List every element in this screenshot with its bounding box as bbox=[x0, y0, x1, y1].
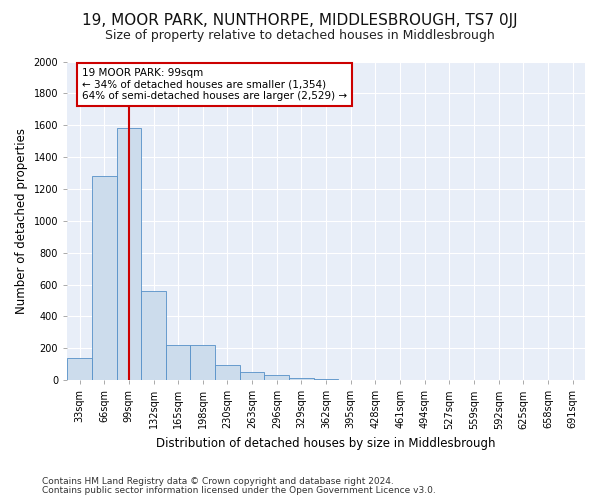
Bar bbox=[166, 345, 190, 380]
Text: Contains public sector information licensed under the Open Government Licence v3: Contains public sector information licen… bbox=[42, 486, 436, 495]
Bar bbox=[215, 365, 240, 380]
Bar bbox=[190, 345, 215, 380]
Bar bbox=[289, 378, 314, 380]
Bar bbox=[240, 372, 265, 380]
Text: 19 MOOR PARK: 99sqm
← 34% of detached houses are smaller (1,354)
64% of semi-det: 19 MOOR PARK: 99sqm ← 34% of detached ho… bbox=[82, 68, 347, 101]
Bar bbox=[141, 291, 166, 380]
Text: 19, MOOR PARK, NUNTHORPE, MIDDLESBROUGH, TS7 0JJ: 19, MOOR PARK, NUNTHORPE, MIDDLESBROUGH,… bbox=[82, 12, 518, 28]
Bar bbox=[265, 376, 289, 380]
X-axis label: Distribution of detached houses by size in Middlesbrough: Distribution of detached houses by size … bbox=[157, 437, 496, 450]
Bar bbox=[116, 128, 141, 380]
Bar bbox=[314, 379, 338, 380]
Bar bbox=[92, 176, 116, 380]
Text: Contains HM Land Registry data © Crown copyright and database right 2024.: Contains HM Land Registry data © Crown c… bbox=[42, 477, 394, 486]
Y-axis label: Number of detached properties: Number of detached properties bbox=[15, 128, 28, 314]
Bar bbox=[67, 358, 92, 380]
Text: Size of property relative to detached houses in Middlesbrough: Size of property relative to detached ho… bbox=[105, 29, 495, 42]
